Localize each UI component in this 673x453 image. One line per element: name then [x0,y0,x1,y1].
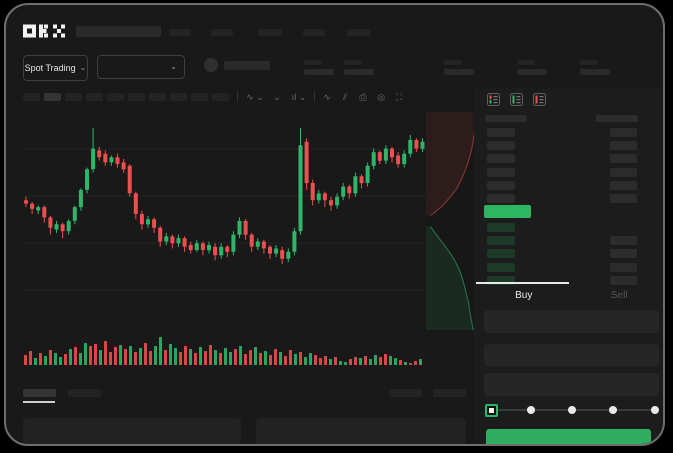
stat-value-placeholder [580,69,610,75]
orderbook-view-bids-icon[interactable] [510,93,523,106]
pair-select-dropdown[interactable]: ⌄ [97,55,185,79]
nav-item-placeholder[interactable] [169,29,191,36]
coin-icon [204,58,218,72]
timeframe-button[interactable] [191,93,208,101]
bid-amount-placeholder[interactable] [610,249,637,259]
bottom-tab-active-placeholder[interactable] [23,389,56,397]
ask-amount-placeholder[interactable] [610,128,637,137]
timeframe-button[interactable] [65,93,82,101]
stat-label-placeholder [517,60,535,65]
slider-stop-75[interactable] [609,406,617,414]
nav-item-placeholder[interactable] [258,29,282,36]
bottom-action-placeholder[interactable] [389,389,422,397]
market-type-dropdown[interactable]: Spot Trading ⌄ [23,55,88,81]
toolbar-divider [237,91,238,102]
tab-sell[interactable]: Sell [610,290,628,301]
bottom-field-placeholder[interactable] [256,418,466,444]
bid-amount-placeholder[interactable] [610,236,637,246]
stat-label-placeholder [344,60,362,65]
stat-value-placeholder [304,69,334,75]
market-type-label: Spot Trading [24,63,76,73]
timeframe-button[interactable] [23,93,40,101]
ask-amount-placeholder[interactable] [610,141,637,151]
indicator-dropdown-icon[interactable]: ıl ⌄ [291,92,307,102]
bottom-tab-placeholder[interactable] [68,389,101,397]
stat-value-placeholder [517,69,547,75]
settings-icon[interactable]: ◎ [377,92,385,102]
timeframe-button[interactable] [212,93,229,101]
timeframe-button[interactable] [128,93,145,101]
buy-tab-indicator [476,282,569,284]
timeframe-button[interactable] [170,93,187,101]
stat-value-placeholder [344,69,374,75]
timeframe-button-active[interactable] [44,93,61,101]
timeframe-button[interactable] [86,93,103,101]
buy-submit-button[interactable] [486,429,651,444]
nav-search-placeholder[interactable] [76,26,161,37]
okx-logo: OKX [23,24,67,39]
bottom-action-placeholder[interactable] [433,389,466,397]
orderbook-view-both-icon[interactable] [487,93,500,106]
slider-stop-50[interactable] [568,406,576,414]
okx-logo-glyph [23,24,65,38]
bid-amount-placeholder[interactable] [610,275,637,285]
order-amount-input-placeholder[interactable] [484,344,659,366]
slider-handle-center [489,408,494,413]
candlestick-chart[interactable] [21,112,426,365]
amount-slider-handle[interactable] [485,404,498,417]
orderbook-header-amount-placeholder [596,115,638,122]
ask-price-placeholder[interactable] [487,180,515,190]
ask-price-placeholder[interactable] [487,194,515,203]
bottom-tab-indicator [23,401,55,403]
ask-amount-placeholder[interactable] [610,154,637,164]
bid-price-placeholder[interactable] [487,249,515,259]
slider-stop-100[interactable] [651,406,659,414]
bid-price-placeholder[interactable] [487,262,515,272]
bottom-field-placeholder[interactable] [23,418,241,444]
ask-amount-placeholder[interactable] [610,194,637,203]
ask-price-placeholder[interactable] [487,141,515,151]
toolbar-divider [314,91,315,102]
nav-item-placeholder[interactable] [303,29,325,36]
trade-tabs: Buy Sell [476,282,663,306]
measure-tool-icon[interactable]: ⫽ [342,92,347,102]
pair-name-placeholder [224,61,270,70]
stat-label-placeholder [304,60,322,65]
orderbook-header-price-placeholder [485,115,527,122]
bid-price-placeholder[interactable] [487,223,515,232]
ask-price-placeholder[interactable] [487,167,515,177]
drawing-tool-icon[interactable]: ∿ [323,92,331,102]
chevron-down-icon: ⌄ [170,62,177,71]
depth-chart [426,111,481,331]
fullscreen-icon[interactable]: ⛶ [395,92,403,102]
ask-price-placeholder[interactable] [487,154,515,164]
depth-chart-panel[interactable] [426,111,481,331]
ask-price-placeholder[interactable] [487,128,515,137]
bid-price-placeholder[interactable] [487,275,515,285]
overlay-dropdown-icon[interactable]: ⌄ [273,92,281,102]
stat-label-placeholder [580,60,598,65]
timeframe-button[interactable] [149,93,166,101]
orderbook-view-asks-icon[interactable] [533,93,546,106]
order-total-input-placeholder[interactable] [484,373,659,396]
slider-stop-25[interactable] [527,406,535,414]
order-price-input-placeholder[interactable] [484,310,659,333]
ask-amount-placeholder[interactable] [610,167,637,177]
bid-amount-placeholder[interactable] [610,262,637,272]
ask-amount-placeholder[interactable] [610,180,637,190]
chart-type-dropdown-icon[interactable]: ∿ ⌄ [246,92,264,102]
tab-buy[interactable]: Buy [515,290,533,301]
bid-price-placeholder[interactable] [487,236,515,246]
stat-value-placeholder [444,69,474,75]
app-window: OKX Spot Trading⌄ ⌄ [4,3,665,446]
last-price-highlight[interactable] [484,205,531,218]
stat-label-placeholder [444,60,462,65]
screenshot-icon[interactable]: ⎙ [359,92,367,102]
nav-item-placeholder[interactable] [211,29,233,36]
nav-item-placeholder[interactable] [347,29,371,36]
chevron-down-icon: ⌄ [79,63,87,72]
timeframe-button[interactable] [107,93,124,101]
